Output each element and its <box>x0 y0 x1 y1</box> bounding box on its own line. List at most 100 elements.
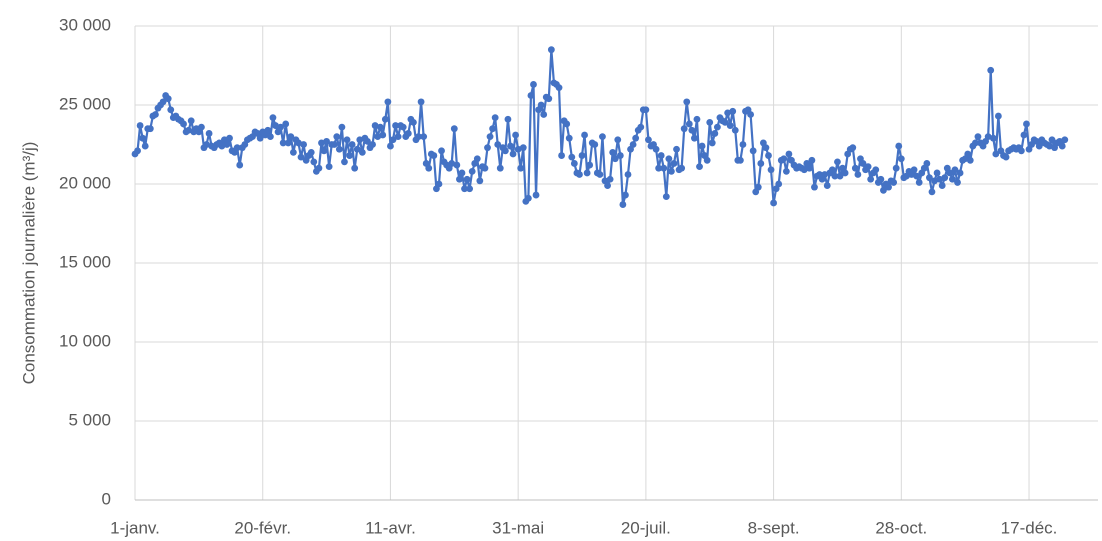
data-point <box>348 141 356 148</box>
data-point <box>496 164 504 172</box>
data-point <box>1058 142 1066 150</box>
data-point <box>1035 142 1043 150</box>
data-point <box>622 191 629 199</box>
data-point <box>808 156 816 164</box>
data-point <box>547 46 555 54</box>
data-point <box>307 149 315 156</box>
data-point <box>489 125 497 133</box>
data-point <box>596 171 604 178</box>
data-point <box>537 101 545 109</box>
data-point <box>614 136 622 144</box>
data-point <box>430 152 438 159</box>
data-point <box>992 150 1000 158</box>
data-point <box>410 118 417 126</box>
x-tick-label: 11-avr. <box>365 518 416 537</box>
data-point <box>864 163 872 171</box>
data-point <box>629 141 637 148</box>
data-point <box>185 126 193 134</box>
data-point <box>933 169 941 177</box>
data-point <box>670 160 678 167</box>
data-point <box>387 142 394 150</box>
data-point <box>604 182 611 189</box>
data-point <box>256 134 264 142</box>
data-point <box>890 179 898 186</box>
data-point <box>297 153 305 161</box>
data-point <box>295 139 302 147</box>
data-point <box>399 123 407 131</box>
data-point <box>134 147 141 155</box>
data-point <box>780 155 788 163</box>
data-point <box>481 164 489 172</box>
data-point <box>685 120 693 128</box>
data-point <box>1023 120 1030 128</box>
data-point <box>726 122 734 129</box>
data-point <box>645 136 652 144</box>
data-point <box>785 150 793 158</box>
data-point <box>141 142 149 150</box>
data-point <box>652 145 660 153</box>
data-point <box>389 136 397 144</box>
data-point <box>486 133 494 141</box>
data-point <box>233 144 241 152</box>
data-point <box>333 133 341 141</box>
data-point <box>655 164 663 172</box>
data-point <box>834 158 841 166</box>
data-point <box>892 164 900 172</box>
data-point <box>770 199 777 207</box>
data-point <box>507 142 514 150</box>
data-point <box>218 142 226 150</box>
data-point <box>358 149 366 156</box>
data-point <box>851 164 859 172</box>
y-tick-label: 0 <box>102 489 111 508</box>
data-point <box>484 144 491 152</box>
data-point <box>468 167 476 175</box>
data-point <box>736 156 744 164</box>
data-point <box>545 95 553 103</box>
data-point <box>880 186 887 194</box>
data-point <box>706 118 714 126</box>
data-point <box>466 185 474 193</box>
x-tick-label: 28-oct. <box>875 518 927 537</box>
data-point <box>198 123 205 131</box>
data-point <box>828 166 836 174</box>
data-point <box>619 201 627 208</box>
data-point <box>353 145 361 153</box>
data-point <box>956 169 964 177</box>
data-point <box>688 126 696 134</box>
data-point <box>632 134 640 142</box>
data-point <box>941 174 949 182</box>
data-point <box>341 158 348 166</box>
data-point <box>563 120 571 128</box>
data-point <box>435 180 443 188</box>
data-point <box>509 150 517 158</box>
data-point <box>223 141 231 148</box>
data-point <box>371 122 379 129</box>
data-point <box>698 142 706 150</box>
data-point <box>558 152 565 159</box>
data-point <box>139 134 147 142</box>
data-point <box>915 179 923 186</box>
data-point <box>897 155 905 163</box>
data-point <box>668 167 675 175</box>
data-point <box>146 125 154 133</box>
data-point <box>642 106 650 114</box>
data-point <box>678 164 686 172</box>
data-point <box>320 147 328 155</box>
data-point <box>757 160 765 167</box>
data-point <box>762 144 770 152</box>
data-point <box>691 134 698 142</box>
y-tick-label: 5 000 <box>68 410 111 429</box>
data-point <box>159 98 167 106</box>
data-point <box>578 152 586 159</box>
data-point <box>885 183 892 191</box>
data-point <box>338 123 346 131</box>
data-point <box>703 156 711 164</box>
data-point <box>591 141 599 148</box>
data-point <box>205 130 213 137</box>
data-point <box>836 172 844 180</box>
data-point <box>693 115 701 123</box>
data-point <box>662 193 670 201</box>
data-point <box>346 152 353 159</box>
data-point <box>606 175 614 183</box>
